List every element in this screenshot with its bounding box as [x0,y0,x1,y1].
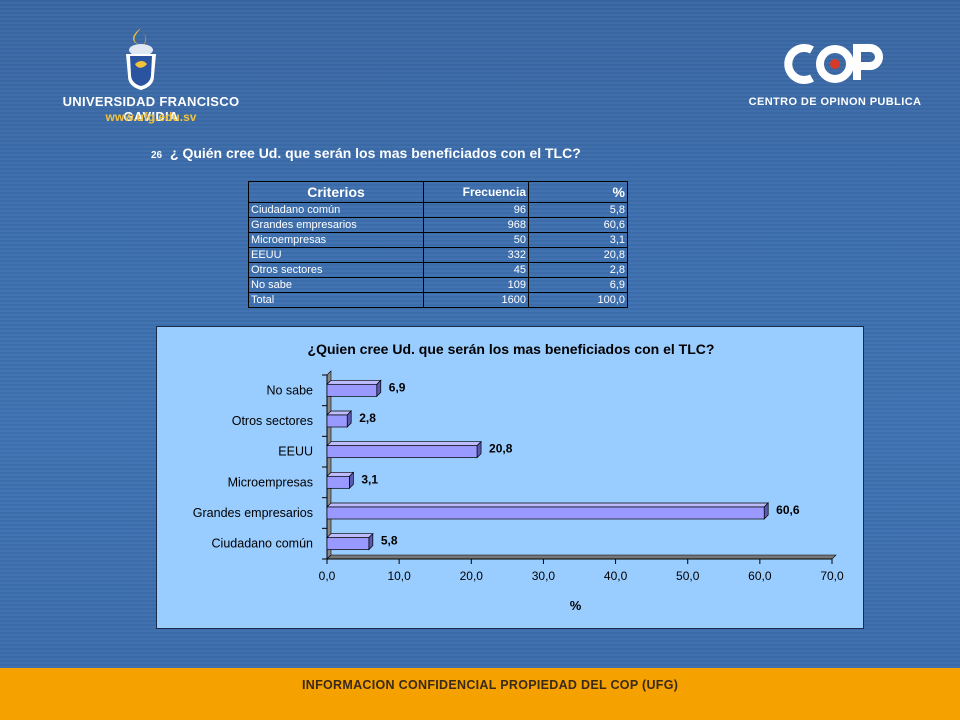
row-percent: 2,8 [528,262,628,278]
bar-top [326,502,770,508]
data-label: 3,1 [361,472,378,486]
ufg-logo: UNIVERSIDAD FRANCISCO GAVIDIA www.ufg.ed… [36,26,266,126]
cop-logo: CENTRO DE OPINON PUBLICA [740,40,930,120]
category-label: Microempresas [228,475,313,489]
x-tick-label: 60,0 [748,569,772,583]
row-label: Ciudadano común [248,202,424,218]
bar [326,445,478,459]
bar [326,475,350,489]
chart-panel: ¿Quien cree Ud. que serán los mas benefi… [156,326,864,629]
row-frequency: 45 [423,262,529,278]
x-tick-label: 40,0 [604,569,628,583]
row-label: Otros sectores [248,262,424,278]
table-row: Grandes empresarios 968 60,6 [248,217,628,233]
data-label: 20,8 [489,442,513,456]
criteria-table: Criterios Frecuencia % Ciudadano común 9… [248,181,628,308]
data-label: 60,6 [776,503,800,517]
category-label: EEUU [278,445,313,459]
table-row: Microempresas 50 3,1 [248,232,628,248]
bar-top [326,379,382,385]
x-tick-label: 50,0 [676,569,700,583]
footer-bar: INFORMACION CONFIDENCIAL PROPIEDAD DEL C… [0,668,960,720]
question-number: 26 [151,150,163,161]
category-label: Ciudadano común [212,537,314,551]
axis-floor [326,554,837,560]
row-percent: 3,1 [528,232,628,248]
x-tick-label: 30,0 [532,569,556,583]
ufg-emblem-icon [126,28,156,90]
row-frequency: 332 [423,247,529,263]
table-row: Otros sectores 45 2,8 [248,262,628,278]
bar-top [326,441,482,447]
row-frequency: 96 [423,202,529,218]
table-row: No sabe 109 6,9 [248,277,628,293]
table-header-row: Criterios Frecuencia % [248,181,628,203]
x-tick-label: 10,0 [387,569,411,583]
x-axis-title: % [570,598,582,613]
cop-wordmark-icon [784,44,883,84]
row-frequency: 1600 [423,292,529,308]
x-tick-label: 70,0 [820,569,844,583]
data-label: 2,8 [359,411,376,425]
bar [326,383,378,397]
row-percent: 5,8 [528,202,628,218]
table-row: EEUU 332 20,8 [248,247,628,263]
data-label: 5,8 [381,534,398,548]
row-label: Total [248,292,424,308]
row-percent: 100,0 [528,292,628,308]
row-label: No sabe [248,277,424,293]
table-row: Ciudadano común 96 5,8 [248,202,628,218]
question-text: ¿ Quién cree Ud. que serán los mas benef… [170,145,581,161]
bar-top [326,533,374,539]
row-label: Microempresas [248,232,424,248]
row-percent: 60,6 [528,217,628,233]
header-criterios: Criterios [248,181,424,203]
axis-wall [326,370,332,560]
bar-chart: 0,0 10,0 20,0 30,0 40,0 50,0 60,0 70,0% Ciudadan… [193,370,844,613]
data-label: 6,9 [389,380,406,394]
row-percent: 6,9 [528,277,628,293]
chart-title: ¿Quien cree Ud. que serán los mas benefi… [307,341,715,357]
header-frecuencia: Frecuencia [423,181,529,203]
header-percent: % [528,181,628,203]
ufg-name: UNIVERSIDAD FRANCISCO GAVIDIA [62,94,240,124]
bar-top [326,471,355,477]
category-label: Grandes empresarios [193,506,313,520]
row-frequency: 109 [423,277,529,293]
x-tick-label: 20,0 [460,569,484,583]
x-tick-label: 0,0 [319,569,336,583]
row-frequency: 50 [423,232,529,248]
category-label: Otros sectores [232,414,313,428]
table-row-total: Total 1600 100,0 [248,292,628,308]
bar [326,414,348,428]
row-frequency: 968 [423,217,529,233]
ufg-website: www.ufg.edu.sv [105,110,197,124]
cop-name: CENTRO DE OPINON PUBLICA [748,96,922,108]
bar [326,537,370,551]
row-label: Grandes empresarios [248,217,424,233]
footer-text: INFORMACION CONFIDENCIAL PROPIEDAD DEL C… [302,678,679,692]
row-label: EEUU [248,247,424,263]
bar [326,506,765,520]
category-label: No sabe [266,383,313,397]
row-percent: 20,8 [528,247,628,263]
